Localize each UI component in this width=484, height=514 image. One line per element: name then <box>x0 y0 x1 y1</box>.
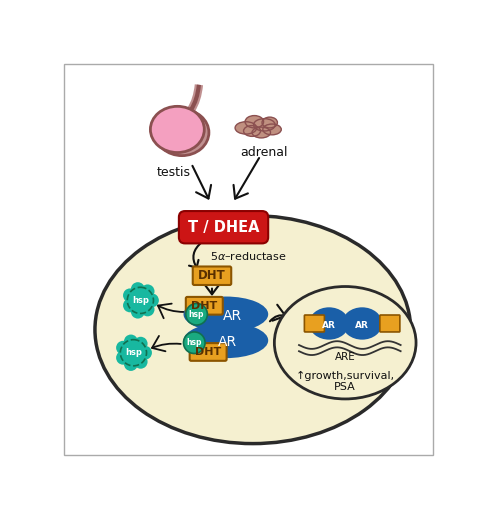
Ellipse shape <box>131 305 144 319</box>
FancyBboxPatch shape <box>179 211 268 244</box>
Text: T / DHEA: T / DHEA <box>187 219 259 235</box>
Ellipse shape <box>150 106 204 153</box>
Ellipse shape <box>95 216 410 444</box>
Ellipse shape <box>140 302 154 316</box>
Ellipse shape <box>138 346 151 360</box>
Ellipse shape <box>134 355 147 369</box>
Text: DHT: DHT <box>197 269 226 282</box>
Ellipse shape <box>244 116 263 128</box>
Ellipse shape <box>252 127 270 138</box>
Text: hsp: hsp <box>132 296 149 305</box>
Text: ↑growth,survival,: ↑growth,survival, <box>295 371 394 381</box>
Ellipse shape <box>123 343 143 363</box>
FancyBboxPatch shape <box>185 297 222 315</box>
FancyBboxPatch shape <box>192 266 231 285</box>
Ellipse shape <box>341 307 381 340</box>
Ellipse shape <box>235 122 256 134</box>
Ellipse shape <box>183 297 268 332</box>
Ellipse shape <box>308 307 348 340</box>
Text: AR: AR <box>222 309 241 323</box>
Ellipse shape <box>116 341 130 355</box>
Ellipse shape <box>130 290 150 310</box>
Text: AR: AR <box>354 321 368 329</box>
FancyBboxPatch shape <box>189 343 226 361</box>
Ellipse shape <box>262 124 281 135</box>
Text: adrenal: adrenal <box>240 146 287 159</box>
FancyBboxPatch shape <box>304 315 324 332</box>
Ellipse shape <box>155 109 209 156</box>
Ellipse shape <box>134 337 147 351</box>
Ellipse shape <box>253 119 274 131</box>
Ellipse shape <box>183 332 205 354</box>
Text: AR: AR <box>321 321 335 329</box>
Ellipse shape <box>183 323 268 358</box>
Text: hsp: hsp <box>125 348 142 357</box>
Ellipse shape <box>123 288 136 302</box>
Text: testis: testis <box>156 166 190 179</box>
Ellipse shape <box>140 284 154 298</box>
Text: hsp: hsp <box>186 338 202 347</box>
Ellipse shape <box>261 117 277 128</box>
FancyBboxPatch shape <box>379 315 399 332</box>
Ellipse shape <box>124 335 137 348</box>
Text: DHT: DHT <box>195 347 221 357</box>
Ellipse shape <box>243 125 260 136</box>
Text: AR: AR <box>217 335 237 349</box>
Text: hsp: hsp <box>188 310 204 319</box>
Ellipse shape <box>185 303 207 325</box>
Text: ARE: ARE <box>334 352 355 361</box>
Ellipse shape <box>274 286 415 399</box>
Ellipse shape <box>131 282 144 296</box>
Ellipse shape <box>123 299 136 313</box>
Ellipse shape <box>116 351 130 364</box>
Text: PSA: PSA <box>333 381 355 392</box>
Text: DHT: DHT <box>191 301 217 311</box>
Ellipse shape <box>124 357 137 371</box>
Ellipse shape <box>145 293 159 307</box>
Text: 5$\alpha$–reductase: 5$\alpha$–reductase <box>209 250 286 262</box>
